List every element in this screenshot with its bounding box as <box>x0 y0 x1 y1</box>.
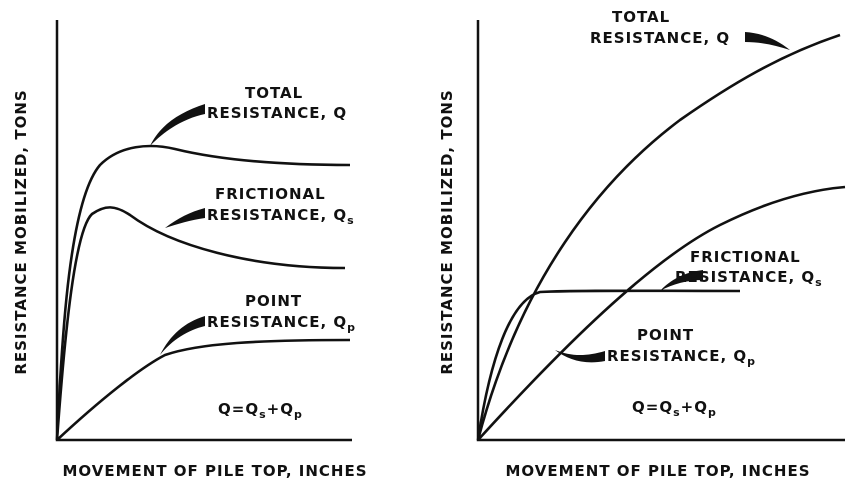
label: TOTAL <box>245 84 303 102</box>
y-axis-label: RESISTANCE MOBILIZED, TONS <box>438 89 456 374</box>
curve-point <box>477 185 846 441</box>
eq-part: Q=Q <box>218 400 259 418</box>
leader <box>160 316 205 355</box>
leader <box>660 270 703 291</box>
curve-total <box>55 144 351 441</box>
eq-part: Q=Q <box>632 398 673 416</box>
y-axis-label: RESISTANCE MOBILIZED, TONS <box>12 89 30 374</box>
label: FRICTIONAL <box>215 185 326 203</box>
subscript: s <box>347 214 355 227</box>
axes <box>476 20 845 442</box>
label: RESISTANCE, Qs <box>207 206 355 227</box>
curve-frictional <box>55 206 346 441</box>
label: POINT <box>245 292 302 310</box>
label: RESISTANCE, Q <box>207 104 347 122</box>
label-text: RESISTANCE, Q <box>207 206 347 224</box>
label: TOTAL <box>612 8 670 26</box>
curve-point <box>56 338 351 441</box>
subscript: p <box>747 355 756 368</box>
subscript: s <box>815 276 823 289</box>
leader <box>165 208 205 228</box>
label-text: RESISTANCE, Q <box>207 313 347 331</box>
leader <box>555 350 605 363</box>
label: RESISTANCE, Qs <box>675 268 823 289</box>
axes <box>55 20 352 442</box>
leader <box>745 32 790 50</box>
x-axis-label: MOVEMENT OF PILE TOP, INCHES <box>62 462 367 480</box>
panel-right: TOTAL RESISTANCE, Q FRICTIONAL RESISTANC… <box>438 8 846 480</box>
label: POINT <box>637 326 694 344</box>
label: RESISTANCE, Q <box>590 29 730 47</box>
subscript: p <box>347 321 356 334</box>
eq-part: +Q <box>681 398 708 416</box>
eq-part: +Q <box>267 400 294 418</box>
x-axis-label: MOVEMENT OF PILE TOP, INCHES <box>505 462 810 480</box>
label-text: RESISTANCE, Q <box>675 268 815 286</box>
equation: Q=Qs+Qp <box>218 400 303 421</box>
label: RESISTANCE, Qp <box>607 347 756 368</box>
panel-left: TOTAL RESISTANCE, Q FRICTIONAL RESISTANC… <box>12 20 367 480</box>
curve-total <box>476 33 841 441</box>
curve-frictional <box>476 289 741 441</box>
eq-sub: p <box>708 406 717 419</box>
label-text: RESISTANCE, Q <box>607 347 747 365</box>
equation: Q=Qs+Qp <box>632 398 717 419</box>
eq-sub: s <box>259 408 267 421</box>
label: RESISTANCE, Qp <box>207 313 356 334</box>
leader <box>150 104 205 146</box>
eq-sub: p <box>294 408 303 421</box>
label: FRICTIONAL <box>690 248 801 266</box>
eq-sub: s <box>673 406 681 419</box>
